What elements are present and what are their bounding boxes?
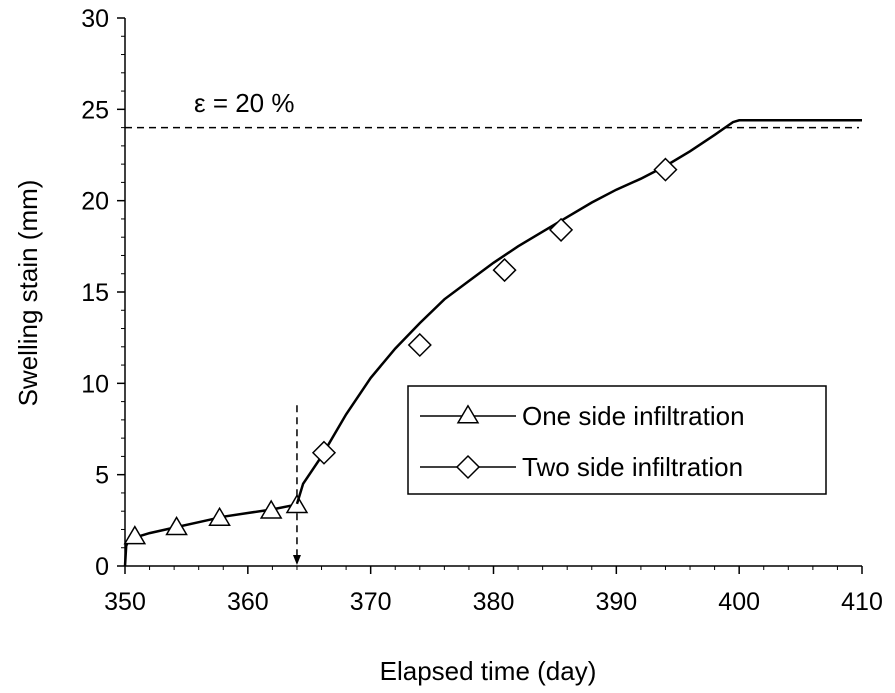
data-point-triangle [285, 494, 309, 514]
y-axis-title: Swelling stain (mm) [13, 180, 43, 407]
data-point-diamond [492, 258, 517, 283]
data-point-diamond [548, 217, 574, 242]
data-point-triangle [259, 499, 283, 519]
strain-annotation: ε = 20 % [194, 88, 294, 118]
y-tick-label: 15 [81, 279, 109, 307]
y-tick-label: 0 [95, 553, 109, 581]
x-tick-label: 370 [350, 588, 392, 616]
annotations [125, 126, 859, 565]
data-point-triangle [165, 515, 188, 536]
data-point-diamond [653, 157, 678, 182]
x-tick-label: 410 [841, 588, 883, 616]
axes: 0 5 10 15 20 25 30 350 360 370 380 390 400 410 [81, 5, 883, 616]
x-tick-label: 390 [595, 588, 637, 616]
data-point-triangle [456, 404, 480, 424]
legend: One side infiltration Two side infiltrati… [407, 385, 827, 495]
y-tick-label: 20 [81, 188, 109, 216]
x-tick-label: 350 [104, 588, 146, 616]
legend-box [407, 385, 827, 495]
x-tick-label: 380 [473, 588, 515, 616]
x-tick-label: 400 [718, 588, 760, 616]
legend-label: Two side infiltration [522, 452, 743, 482]
data-point-triangle [123, 525, 147, 545]
series-2 [295, 119, 862, 505]
data-point-triangle [208, 506, 231, 527]
x-axis-title: Elapsed time (day) [380, 656, 597, 686]
vertical-marker-arrowhead [292, 555, 301, 565]
data-point-diamond [311, 440, 337, 465]
x-tick-label: 360 [227, 588, 269, 616]
y-tick-label: 5 [95, 462, 109, 490]
series-1 [123, 494, 309, 567]
data-point-diamond [407, 332, 432, 358]
y-tick-label: 10 [81, 370, 109, 398]
series-line [295, 119, 862, 505]
data-point-diamond [455, 454, 481, 480]
y-tick-label: 30 [81, 5, 109, 33]
legend-label: One side infiltration [522, 401, 745, 431]
series-layer [123, 119, 862, 567]
y-tick-label: 25 [81, 96, 109, 124]
legend-item-1: One side infiltration [420, 401, 745, 431]
legend-item-2: Two side infiltration [420, 452, 743, 482]
